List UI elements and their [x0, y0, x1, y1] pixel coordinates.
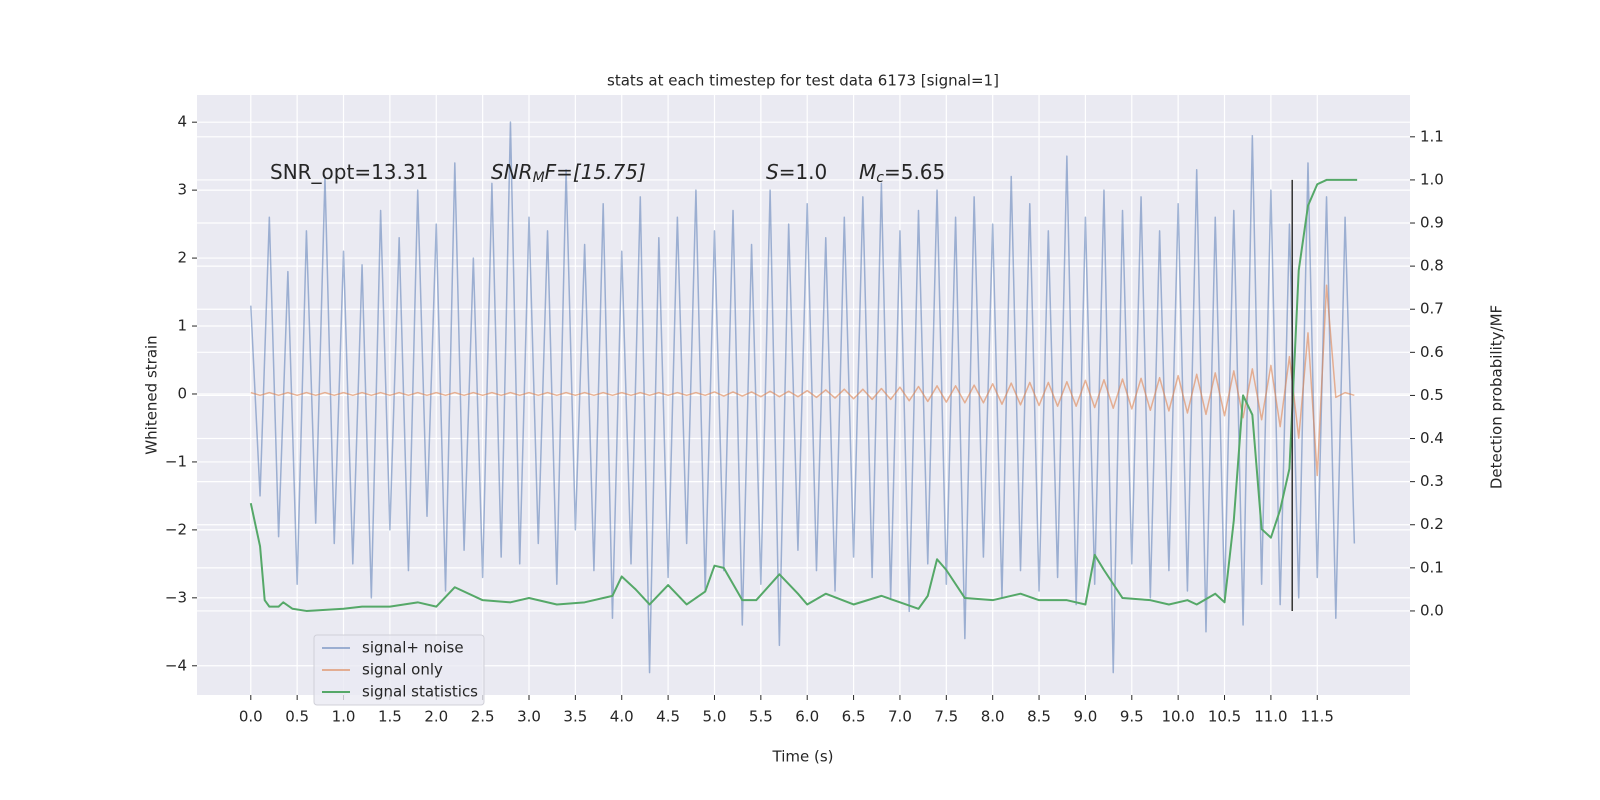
y2-tick-label: 0.5 — [1420, 386, 1444, 404]
y2-axis-label: Detection probability/MF — [1488, 305, 1506, 489]
series-line — [250, 121, 1356, 674]
y2-tick-label: 0.0 — [1420, 601, 1444, 619]
y-tick-label: 1 — [177, 317, 187, 335]
y2-tick-label: 1.1 — [1420, 127, 1444, 145]
annotation-text: SNR_opt=13.31 — [270, 160, 428, 184]
x-tick-label: 2.0 — [424, 708, 448, 726]
annotation: SNRMF=[15.75] — [491, 160, 646, 187]
chart-title: stats at each timestep for test data 617… — [607, 72, 999, 90]
x-tick-label: 10.5 — [1208, 708, 1241, 726]
annotation: S=1.0 — [766, 160, 827, 184]
y2-tick-label: 0.3 — [1420, 472, 1444, 490]
annotation-subscript: c — [876, 170, 884, 186]
annotation-rest: F=[15.75] — [545, 160, 646, 184]
x-tick-label: 10.0 — [1161, 708, 1194, 726]
y-tick-label: −2 — [165, 520, 187, 538]
series-line — [250, 284, 1355, 477]
annotation: Mc=5.65 — [859, 160, 945, 187]
y-tick-label: −4 — [165, 656, 187, 674]
x-tick-label: 1.5 — [378, 708, 402, 726]
y-tick-label: 3 — [177, 181, 187, 199]
annotation-symbol: M — [859, 160, 876, 184]
y2-tick-label: 0.4 — [1420, 429, 1444, 447]
x-tick-label: 6.0 — [795, 708, 819, 726]
y-tick-label: 4 — [177, 113, 187, 131]
x-tick-label: 3.5 — [563, 708, 587, 726]
series-line — [249, 178, 1358, 612]
x-tick-label: 8.0 — [981, 708, 1005, 726]
x-tick-label: 4.0 — [610, 708, 634, 726]
x-tick-label: 3.0 — [517, 708, 541, 726]
x-tick-label: 7.5 — [934, 708, 958, 726]
annotation-symbol: S — [766, 160, 779, 184]
x-tick-label: 0.5 — [285, 708, 309, 726]
x-tick-label: 11.0 — [1254, 708, 1287, 726]
x-tick-label: 9.5 — [1120, 708, 1144, 726]
y-tick-label: −1 — [165, 452, 187, 470]
x-tick-label: 4.5 — [656, 708, 680, 726]
x-tick-label: 8.5 — [1027, 708, 1051, 726]
x-tick-label: 2.5 — [471, 708, 495, 726]
x-tick-label: 11.5 — [1301, 708, 1334, 726]
legend-label: signal statistics — [362, 683, 478, 701]
x-tick-label: 5.0 — [703, 708, 727, 726]
x-tick-label: 1.0 — [332, 708, 356, 726]
y2-tick-label: 0.7 — [1420, 300, 1444, 318]
y-axis-label: Whitened strain — [143, 335, 161, 454]
annotation: SNR_opt=13.31 — [270, 160, 428, 184]
legend-box — [313, 634, 485, 706]
y-tick-label: 0 — [177, 384, 187, 402]
y2-tick-label: 1.0 — [1420, 170, 1444, 188]
annotation-symbol: SNR — [491, 160, 533, 184]
y-tick-label: 2 — [177, 249, 187, 267]
y2-tick-label: 0.6 — [1420, 343, 1444, 361]
x-tick-label: 7.0 — [888, 708, 912, 726]
legend-label: signal only — [362, 661, 443, 679]
legend-label: signal+ noise — [362, 639, 464, 657]
y2-tick-label: 0.1 — [1420, 558, 1444, 576]
annotation-rest: =5.65 — [884, 160, 945, 184]
y2-tick-label: 0.8 — [1420, 257, 1444, 275]
y2-tick-label: 0.9 — [1420, 214, 1444, 232]
annotation-rest: =1.0 — [779, 160, 828, 184]
x-tick-label: 9.0 — [1073, 708, 1097, 726]
x-tick-label: 5.5 — [749, 708, 773, 726]
x-tick-label: 6.5 — [842, 708, 866, 726]
y2-tick-label: 0.2 — [1420, 515, 1444, 533]
x-axis-label: Time (s) — [772, 748, 834, 766]
y-tick-label: −3 — [165, 588, 187, 606]
annotation-subscript: M — [533, 170, 545, 186]
x-tick-label: 0.0 — [239, 708, 263, 726]
